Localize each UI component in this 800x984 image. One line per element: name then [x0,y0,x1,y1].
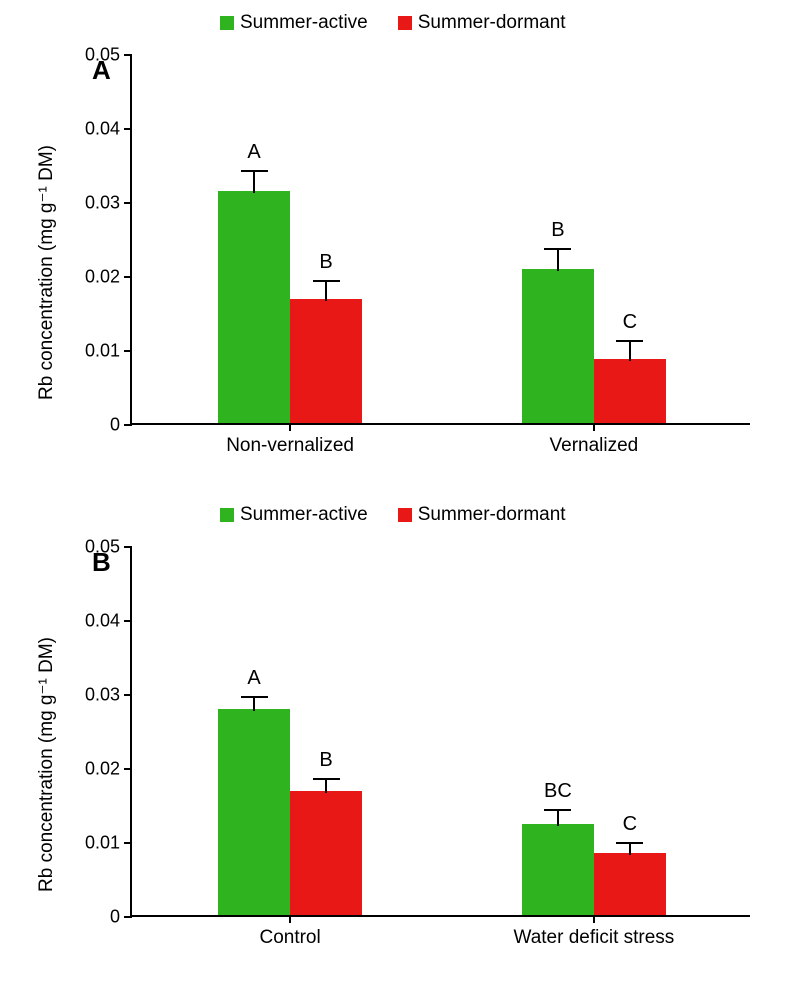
bar-active [522,269,594,423]
bar-dormant [290,791,362,915]
legend-item-dormant: Summer-dormant [398,12,566,34]
y-tick [124,202,132,204]
y-tick-label: 0.03 [85,193,120,214]
bar-active [522,824,594,915]
bar-active [218,191,290,423]
panel-a: 00.010.020.030.040.05Non-vernalizedABVer… [0,0,800,492]
error-bar [253,697,255,711]
x-category-label: Control [259,927,320,949]
y-tick [124,424,132,426]
panel-letter: B [92,547,111,578]
error-cap [313,778,340,780]
x-tick [593,423,595,431]
legend-swatch-dormant [398,16,412,30]
y-tick [124,128,132,130]
y-tick [124,916,132,918]
y-tick-label: 0 [110,415,120,436]
x-category-label: Vernalized [550,435,639,457]
y-tick [124,694,132,696]
legend-swatch-dormant [398,508,412,522]
panel-letter: A [92,55,111,86]
bar-dormant [594,853,666,915]
significance-label: C [623,311,637,334]
y-tick [124,842,132,844]
significance-label: A [247,141,260,164]
error-cap [241,696,268,698]
significance-label: BC [544,780,572,803]
significance-label: C [623,813,637,836]
x-category-label: Non-vernalized [226,435,354,457]
y-tick-label: 0.04 [85,611,120,632]
y-axis-title: Rb concentration (mg g⁻¹ DM) [35,637,58,892]
legend-label-dormant: Summer-dormant [418,504,566,526]
error-cap [616,842,643,844]
error-cap [544,809,571,811]
x-category-label: Water deficit stress [513,927,674,949]
error-bar [325,281,327,301]
y-tick-label: 0.02 [85,759,120,780]
error-bar [629,843,631,855]
error-bar [629,341,631,360]
legend-item-dormant: Summer-dormant [398,504,566,526]
bar-dormant [290,299,362,423]
y-axis-title: Rb concentration (mg g⁻¹ DM) [35,145,58,400]
plot-area: 00.010.020.030.040.05Non-vernalizedABVer… [130,55,750,425]
legend-label-active: Summer-active [240,504,368,526]
x-tick [289,423,291,431]
legend-item-active: Summer-active [220,504,368,526]
legend-label-dormant: Summer-dormant [418,12,566,34]
error-cap [616,340,643,342]
x-tick [289,915,291,923]
bar-dormant [594,359,666,423]
bar-active [218,709,290,915]
panel-b: 00.010.020.030.040.05ControlABWater defi… [0,492,800,984]
significance-label: A [247,667,260,690]
legend-label-active: Summer-active [240,12,368,34]
y-tick-label: 0.02 [85,267,120,288]
error-cap [313,280,340,282]
y-tick [124,276,132,278]
error-bar [325,779,327,792]
legend: Summer-active Summer-dormant [220,504,566,526]
y-tick [124,350,132,352]
legend-swatch-active [220,508,234,522]
significance-label: B [319,251,332,274]
y-tick-label: 0.01 [85,833,120,854]
y-tick-label: 0 [110,907,120,928]
y-tick [124,768,132,770]
significance-label: B [319,749,332,772]
y-tick [124,54,132,56]
y-tick [124,546,132,548]
plot-area: 00.010.020.030.040.05ControlABWater defi… [130,547,750,917]
error-cap [241,170,268,172]
x-tick [593,915,595,923]
y-tick-label: 0.01 [85,341,120,362]
significance-label: B [551,219,564,242]
y-tick-label: 0.03 [85,685,120,706]
y-tick [124,620,132,622]
error-bar [253,171,255,193]
error-bar [557,810,559,826]
legend-item-active: Summer-active [220,12,368,34]
error-cap [544,248,571,250]
error-bar [557,249,559,271]
y-tick-label: 0.04 [85,119,120,140]
legend-swatch-active [220,16,234,30]
legend: Summer-active Summer-dormant [220,12,566,34]
